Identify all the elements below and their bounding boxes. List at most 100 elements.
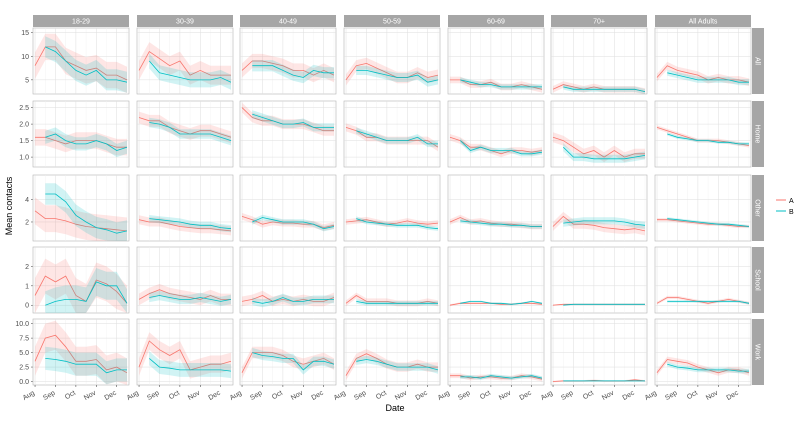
ribbon-a — [553, 132, 645, 163]
panel-other-60-69 — [447, 174, 545, 242]
series-line-a — [656, 65, 750, 83]
panel-background — [654, 100, 752, 168]
ribbon-b — [460, 218, 542, 229]
panel-home-70 — [550, 100, 648, 168]
panel-all-18-29 — [32, 27, 130, 95]
series-line-b — [460, 220, 542, 227]
ribbon-b — [149, 351, 231, 379]
series-line-b — [252, 352, 335, 371]
panel-home-60-69 — [447, 100, 545, 168]
x-tick-label: Sep — [560, 390, 574, 402]
x-tick-label: Aug — [437, 390, 451, 402]
panel-other-18-29 — [32, 174, 130, 242]
panel-other-30-39 — [136, 174, 234, 242]
ribbon-b — [252, 110, 334, 132]
panel-background — [343, 174, 441, 242]
facet-strip-label-60-69: 60-69 — [487, 19, 505, 26]
panel-background — [654, 174, 752, 242]
panel-background — [32, 246, 130, 314]
x-tick-label: Nov — [187, 389, 202, 402]
panel-all-all-adults — [654, 27, 752, 95]
panel-work-70: Aug Sep Oct Nov Dec — [540, 318, 648, 402]
panel-all-30-39 — [136, 27, 234, 95]
panel-other-all-adults — [654, 174, 752, 242]
x-tick-label: Dec — [207, 389, 222, 402]
y-tick-label: 5 — [25, 77, 29, 84]
x-tick-label: Aug — [333, 390, 347, 402]
ribbon-b — [149, 215, 231, 233]
series-line-a — [656, 359, 750, 374]
x-tick-label: Nov — [498, 389, 513, 402]
series-line-a — [657, 219, 749, 227]
y-tick-label: 4 — [25, 197, 29, 204]
ribbon-b — [356, 65, 438, 87]
series-line-b — [460, 140, 543, 155]
series-line-a — [35, 136, 127, 148]
panel-school-30-39 — [136, 246, 234, 314]
y-tick-label: 2 — [25, 219, 29, 226]
series-line-a — [552, 136, 645, 158]
x-tick-label: Nov — [394, 389, 409, 402]
panel-background — [239, 318, 337, 386]
x-tick-label: Aug — [126, 390, 140, 402]
ribbon-a — [346, 123, 438, 152]
series-line-b — [460, 300, 543, 305]
series-line-a — [34, 46, 128, 81]
series-line-b — [563, 86, 646, 92]
facet-strip-school — [752, 247, 764, 313]
panel-school-all-adults — [654, 246, 752, 314]
ribbon-b — [45, 183, 127, 241]
y-tick-label: 1.0 — [19, 155, 29, 162]
x-tick-label: Aug — [644, 390, 658, 402]
panel-work-18-29: Aug Sep Oct Nov Dec — [22, 318, 130, 402]
ribbon-a — [346, 292, 438, 307]
ribbon-a — [346, 216, 438, 227]
series-line-b — [149, 358, 232, 372]
series-line-b — [356, 70, 439, 83]
series-line-b — [45, 193, 128, 234]
ribbon-b — [149, 290, 231, 306]
ribbon-a — [139, 283, 231, 306]
ribbon-a — [242, 290, 334, 307]
series-line-b — [252, 297, 334, 304]
x-tick-label: Sep — [249, 390, 263, 402]
x-tick-label: Sep — [664, 390, 678, 402]
panel-all-60-69 — [447, 27, 545, 95]
panel-school-18-29 — [32, 246, 130, 314]
series-line-b — [667, 218, 750, 227]
panel-background — [239, 100, 337, 168]
series-line-b — [149, 295, 232, 302]
ribbon-b — [356, 127, 438, 148]
x-tick-label: Oct — [64, 390, 77, 402]
series-line-b — [149, 122, 232, 141]
ribbon-a — [657, 218, 749, 229]
x-tick-label: Sep — [353, 390, 367, 402]
series-line-a — [449, 136, 543, 155]
facet-strip-18-29 — [33, 15, 129, 27]
x-tick-label: Oct — [271, 390, 284, 402]
panel-all-50-59 — [343, 27, 441, 95]
ribbon-a — [139, 332, 231, 379]
facet-strip-label-18-29: 18-29 — [72, 19, 90, 26]
panel-other-70 — [550, 174, 648, 242]
facet-strip-all — [752, 28, 764, 94]
y-tick-label: 7.5 — [19, 336, 29, 343]
x-tick-label: Aug — [22, 390, 36, 402]
panel-home-18-29 — [32, 100, 130, 168]
legend: A B — [776, 198, 794, 216]
y-tick-label: 2.5 — [19, 365, 29, 372]
series-line-a — [449, 302, 543, 306]
panel-all-40-49 — [239, 27, 337, 95]
ribbon-b — [356, 216, 438, 231]
ribbon-b — [356, 299, 438, 306]
panel-background — [136, 246, 234, 314]
panel-background — [343, 100, 441, 168]
ribbon-b — [460, 138, 542, 157]
series-line-a — [34, 334, 128, 374]
ribbon-a — [35, 258, 127, 313]
ribbon-b — [563, 217, 645, 229]
series-line-a — [138, 289, 231, 300]
series-line-b — [460, 79, 542, 88]
facet-strip-label-work: Work — [754, 344, 761, 361]
